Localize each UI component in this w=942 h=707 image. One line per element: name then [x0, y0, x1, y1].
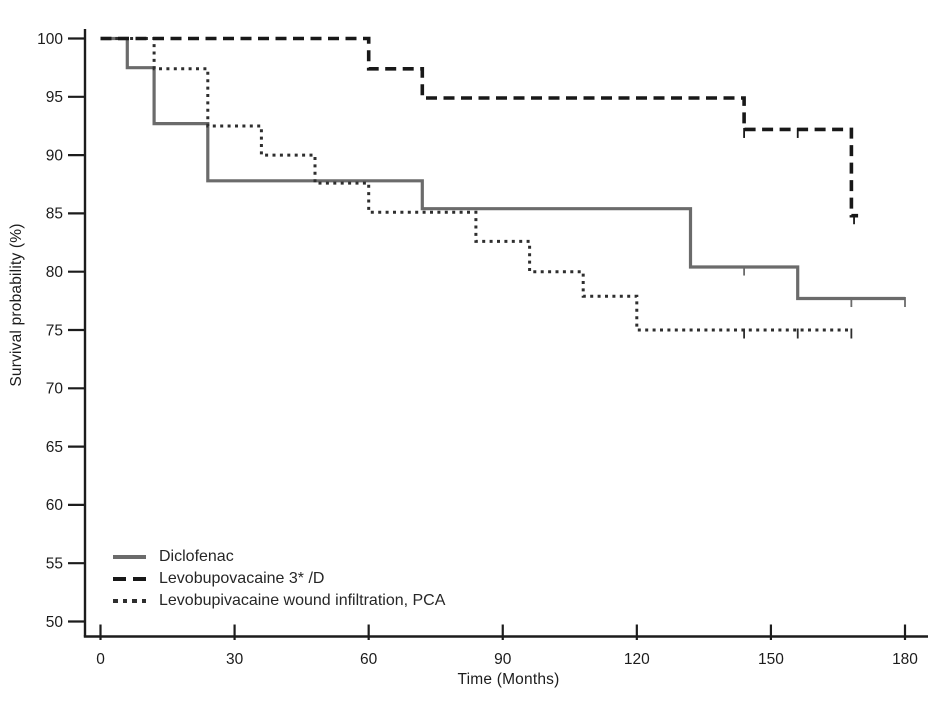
x-tick-label: 90 — [494, 651, 512, 668]
y-tick-label: 95 — [46, 89, 63, 106]
y-tick-label: 65 — [46, 439, 63, 456]
x-tick-label: 120 — [624, 651, 650, 668]
x-tick-label: 0 — [96, 651, 105, 668]
y-axis-title: Survival probability (%) — [8, 223, 25, 387]
x-tick-label: 180 — [892, 651, 918, 668]
y-tick-label: 80 — [46, 264, 64, 281]
y-tick-label: 90 — [46, 147, 64, 164]
legend-swatch-solid-line-icon — [113, 555, 146, 559]
legend-swatch-dashed-line-icon — [113, 576, 146, 582]
y-tick-label: 100 — [37, 31, 63, 48]
survival-curve-levobupivacaine-wound-infiltration-pca — [100, 37, 852, 332]
y-tick-label: 50 — [46, 614, 64, 631]
x-tick-label: 150 — [758, 651, 784, 668]
legend-label: Levobupivacaine wound infiltration, PCA — [159, 592, 446, 609]
x-tick-label: 60 — [360, 651, 378, 668]
legend-label: Levobupovacaine 3* /D — [159, 570, 325, 587]
y-tick-label: 60 — [46, 497, 64, 514]
x-axis-title: Time (Months) — [457, 671, 560, 688]
legend-item-levobupovacaine: Levobupovacaine 3* /D — [113, 569, 445, 589]
legend-swatch-dotted-line-icon — [113, 598, 146, 604]
survival-curve-levobupovacaine-3-d — [100, 36, 859, 218]
x-tick-label: 30 — [226, 651, 244, 668]
y-tick-label: 85 — [46, 206, 63, 223]
legend: Diclofenac Levobupovacaine 3* /D Levobup… — [113, 547, 445, 611]
y-tick-label: 70 — [46, 381, 64, 398]
legend-item-levobupivacaine-pca: Levobupivacaine wound infiltration, PCA — [113, 591, 445, 611]
legend-label: Diclofenac — [159, 548, 234, 565]
y-tick-label: 75 — [46, 322, 63, 339]
legend-item-diclofenac: Diclofenac — [113, 547, 445, 567]
survival-curve-diclofenac — [100, 36, 905, 301]
y-tick-label: 55 — [46, 556, 63, 573]
